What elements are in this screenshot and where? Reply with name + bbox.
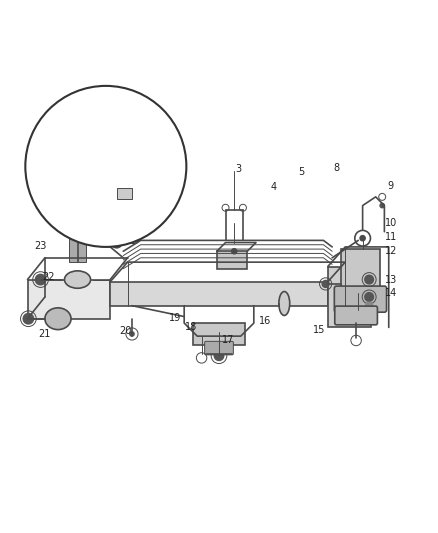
FancyBboxPatch shape: [328, 266, 371, 327]
Circle shape: [365, 293, 374, 301]
Circle shape: [115, 240, 119, 245]
FancyBboxPatch shape: [117, 188, 132, 199]
Circle shape: [132, 236, 136, 240]
Text: 14: 14: [385, 288, 397, 297]
Circle shape: [25, 86, 186, 247]
Circle shape: [366, 302, 373, 309]
FancyBboxPatch shape: [69, 238, 86, 262]
Circle shape: [322, 280, 329, 287]
Text: 24: 24: [103, 224, 116, 233]
Circle shape: [90, 231, 95, 237]
Text: 25: 25: [134, 221, 146, 231]
Text: 15: 15: [313, 325, 325, 335]
Text: 19: 19: [169, 313, 181, 323]
Text: 17: 17: [222, 335, 234, 345]
Circle shape: [130, 332, 134, 336]
Text: 20: 20: [119, 326, 131, 336]
Text: 16: 16: [258, 316, 271, 326]
FancyBboxPatch shape: [217, 251, 247, 269]
Circle shape: [35, 274, 46, 285]
Circle shape: [232, 249, 237, 254]
Text: 4: 4: [270, 182, 276, 192]
Text: 12: 12: [385, 246, 397, 256]
FancyBboxPatch shape: [334, 286, 387, 312]
FancyBboxPatch shape: [205, 341, 233, 355]
Ellipse shape: [64, 271, 91, 288]
Text: 21: 21: [39, 329, 51, 339]
Text: 2: 2: [127, 190, 133, 200]
Ellipse shape: [45, 308, 71, 329]
Text: 10: 10: [385, 218, 397, 228]
Circle shape: [380, 204, 385, 208]
FancyBboxPatch shape: [28, 279, 110, 319]
FancyBboxPatch shape: [341, 249, 380, 293]
Text: 5: 5: [299, 167, 305, 177]
Text: 8: 8: [333, 163, 339, 173]
Text: 13: 13: [385, 274, 397, 285]
Circle shape: [23, 313, 34, 324]
FancyBboxPatch shape: [110, 282, 328, 305]
Text: 23: 23: [34, 240, 47, 251]
FancyBboxPatch shape: [335, 306, 378, 325]
Ellipse shape: [279, 292, 290, 316]
Text: 1: 1: [72, 185, 78, 195]
FancyBboxPatch shape: [193, 323, 245, 345]
Text: 22: 22: [42, 272, 55, 282]
Circle shape: [365, 275, 374, 284]
Circle shape: [360, 236, 365, 241]
Text: 9: 9: [388, 181, 394, 191]
Circle shape: [214, 351, 224, 360]
Text: 18: 18: [184, 321, 197, 332]
Text: 11: 11: [385, 232, 397, 243]
Text: 3: 3: [236, 164, 242, 174]
